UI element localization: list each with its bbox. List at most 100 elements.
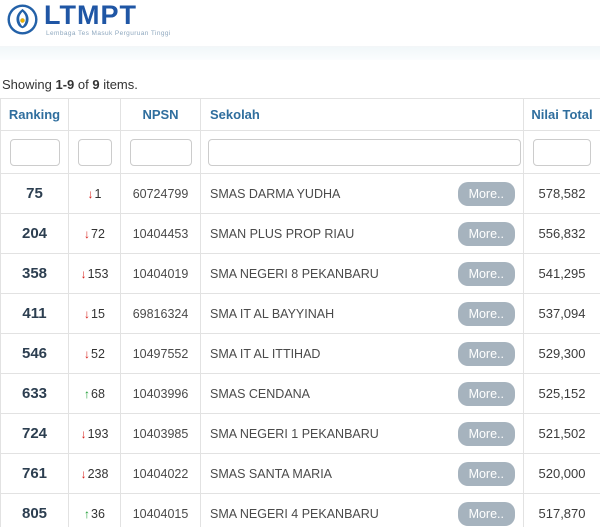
table-row: 805 ↑36 10404015 SMA NEGERI 4 PEKANBARU … (0, 493, 600, 527)
change-cell: ↓238 (68, 453, 121, 494)
table-row: 633 ↑68 10403996 SMAS CENDANA More.. 525… (0, 373, 600, 414)
school-name: SMAS SANTA MARIA (210, 466, 333, 481)
column-header-change (68, 98, 121, 131)
npsn-cell: 10404022 (120, 453, 201, 494)
change-cell: ↓72 (68, 213, 121, 254)
filter-row (0, 130, 600, 174)
nav-band (0, 46, 600, 60)
ranking-cell: 761 (0, 453, 69, 494)
ranking-cell: 75 (0, 173, 69, 214)
nilai-total-cell: 578,582 (523, 173, 600, 214)
npsn-cell: 10497552 (120, 333, 201, 374)
school-name: SMAS DARMA YUDHA (210, 186, 341, 201)
npsn-cell: 10403985 (120, 413, 201, 454)
column-header-npsn[interactable]: NPSN (120, 98, 201, 131)
change-value: 36 (91, 506, 105, 521)
change-cell: ↓153 (68, 253, 121, 294)
school-name: SMAN PLUS PROP RIAU (210, 226, 355, 241)
change-value: 52 (91, 346, 105, 361)
more-button[interactable]: More.. (457, 181, 515, 206)
nilai-total-cell: 525,152 (523, 373, 600, 414)
table-row: 204 ↓72 10404453 SMAN PLUS PROP RIAU Mor… (0, 213, 600, 254)
change-cell: ↓15 (68, 293, 121, 334)
nilai-total-cell: 520,000 (523, 453, 600, 494)
npsn-cell: 10404019 (120, 253, 201, 294)
ltmpt-emblem-icon (7, 4, 38, 35)
summary-text: Showing 1-9 of 9 items. (2, 77, 600, 92)
filter-nilai-input[interactable] (533, 138, 591, 166)
nilai-total-cell: 529,300 (523, 333, 600, 374)
logo-tagline: Lembaga Tes Masuk Perguruan Tinggi (46, 30, 171, 37)
npsn-cell: 60724799 (120, 173, 201, 214)
change-cell: ↑36 (68, 493, 121, 527)
sekolah-cell: SMA IT AL ITTIHAD More.. (200, 333, 524, 374)
change-arrow-icon: ↓ (84, 306, 91, 321)
column-header-nilai-total[interactable]: Nilai Total (523, 98, 600, 131)
change-arrow-icon: ↑ (84, 506, 91, 521)
table-row: 411 ↓15 69816324 SMA IT AL BAYYINAH More… (0, 293, 600, 334)
ltmpt-logo: LTMPT Lembaga Tes Masuk Perguruan Tinggi (7, 2, 171, 37)
school-name: SMA NEGERI 8 PEKANBARU (210, 266, 379, 281)
filter-change-input[interactable] (77, 138, 112, 166)
summary-total: 9 (92, 77, 100, 92)
table-row: 75 ↓1 60724799 SMAS DARMA YUDHA More.. 5… (0, 173, 600, 214)
change-cell: ↓193 (68, 413, 121, 454)
school-name: SMAS CENDANA (210, 386, 311, 401)
nilai-total-cell: 517,870 (523, 493, 600, 527)
column-header-sekolah[interactable]: Sekolah (200, 98, 524, 131)
table-row: 358 ↓153 10404019 SMA NEGERI 8 PEKANBARU… (0, 253, 600, 294)
change-arrow-icon: ↓ (87, 186, 94, 201)
npsn-cell: 69816324 (120, 293, 201, 334)
change-arrow-icon: ↓ (84, 226, 91, 241)
filter-cell-nilai (523, 130, 600, 174)
npsn-cell: 10404015 (120, 493, 201, 527)
change-arrow-icon: ↑ (84, 386, 91, 401)
table-row: 546 ↓52 10497552 SMA IT AL ITTIHAD More.… (0, 333, 600, 374)
summary-range: 1-9 (55, 77, 75, 92)
school-name: SMA NEGERI 4 PEKANBARU (210, 506, 379, 521)
sekolah-cell: SMA NEGERI 4 PEKANBARU More.. (200, 493, 524, 527)
change-value: 1 (94, 186, 102, 201)
ranking-cell: 633 (0, 373, 69, 414)
npsn-cell: 10403996 (120, 373, 201, 414)
filter-sekolah-input[interactable] (208, 138, 521, 166)
filter-cell-sekolah (200, 130, 524, 174)
filter-cell-npsn (120, 130, 201, 174)
school-name: SMA IT AL ITTIHAD (210, 346, 321, 361)
summary-suffix: items. (99, 77, 138, 92)
ranking-cell: 546 (0, 333, 69, 374)
ranking-table: Ranking NPSN Sekolah Nilai Total 75 ↓1 6… (0, 98, 600, 527)
change-value: 153 (87, 266, 109, 281)
more-button[interactable]: More.. (457, 381, 515, 406)
more-button[interactable]: More.. (457, 261, 515, 286)
summary-middle: of (74, 77, 93, 92)
filter-cell-ranking (0, 130, 69, 174)
filter-cell-change (68, 130, 121, 174)
more-button[interactable]: More.. (457, 421, 515, 446)
filter-ranking-input[interactable] (9, 138, 60, 166)
more-button[interactable]: More.. (457, 461, 515, 486)
change-value: 68 (91, 386, 105, 401)
more-button[interactable]: More.. (457, 301, 515, 326)
table-row: 724 ↓193 10403985 SMA NEGERI 1 PEKANBARU… (0, 413, 600, 454)
change-arrow-icon: ↓ (84, 346, 91, 361)
npsn-cell: 10404453 (120, 213, 201, 254)
logo-title: LTMPT (44, 0, 137, 30)
change-value: 15 (91, 306, 105, 321)
sekolah-cell: SMA IT AL BAYYINAH More.. (200, 293, 524, 334)
ranking-cell: 805 (0, 493, 69, 527)
top-header: LTMPT Lembaga Tes Masuk Perguruan Tinggi (0, 0, 600, 46)
column-header-ranking[interactable]: Ranking (0, 98, 69, 131)
ranking-cell: 204 (0, 213, 69, 254)
more-button[interactable]: More.. (457, 221, 515, 246)
sekolah-cell: SMA NEGERI 8 PEKANBARU More.. (200, 253, 524, 294)
ranking-cell: 724 (0, 413, 69, 454)
nilai-total-cell: 541,295 (523, 253, 600, 294)
change-cell: ↓1 (68, 173, 121, 214)
filter-npsn-input[interactable] (129, 138, 192, 166)
school-name: SMA IT AL BAYYINAH (210, 306, 335, 321)
change-value: 238 (87, 466, 109, 481)
nilai-total-cell: 537,094 (523, 293, 600, 334)
more-button[interactable]: More.. (457, 501, 515, 526)
more-button[interactable]: More.. (457, 341, 515, 366)
